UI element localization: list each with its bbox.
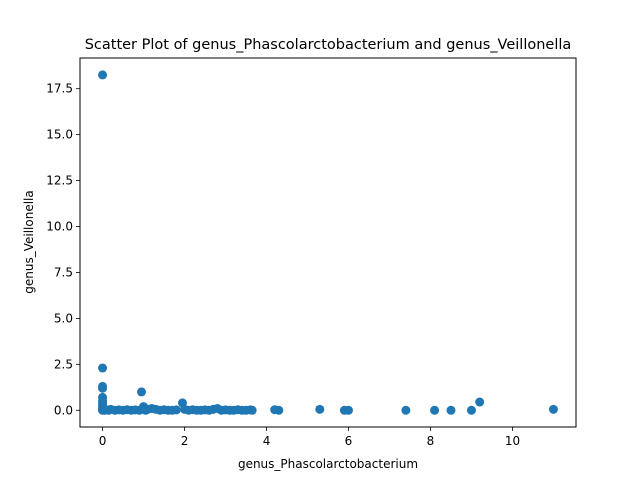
x-tick-label: 8 xyxy=(427,434,435,448)
x-tick-label: 10 xyxy=(505,434,520,448)
x-tick-label: 6 xyxy=(345,434,353,448)
data-point xyxy=(344,405,353,415)
data-point xyxy=(171,405,181,415)
data-point xyxy=(98,383,108,393)
data-point xyxy=(315,404,325,414)
plot-frame xyxy=(79,57,577,428)
y-tick-label: 10.0 xyxy=(46,220,73,234)
y-tick-label: 17.5 xyxy=(46,82,73,96)
data-point xyxy=(475,397,485,407)
x-tick-label: 2 xyxy=(181,434,189,448)
y-tick-label: 5.0 xyxy=(54,311,73,325)
data-point xyxy=(98,363,108,373)
data-point xyxy=(98,70,108,80)
x-axis: 0 2 4 6 8 10 xyxy=(99,427,520,448)
data-point xyxy=(446,405,456,415)
chart-title: Scatter Plot of genus_Phascolarctobacter… xyxy=(85,37,572,53)
data-point xyxy=(136,387,146,397)
y-tick-label: 7.5 xyxy=(54,265,73,279)
x-axis-label: genus_Phascolarctobacterium xyxy=(238,457,418,471)
data-point xyxy=(274,405,284,415)
x-tick-label: 4 xyxy=(263,434,271,448)
data-point xyxy=(247,405,257,415)
data-point xyxy=(466,405,476,415)
y-tick-label: 2.5 xyxy=(54,357,73,371)
y-tick-label: 12.5 xyxy=(46,174,73,188)
y-axis-label: genus_Veillonella xyxy=(22,190,36,293)
y-axis: 0.0 2.5 5.0 7.5 10.0 12.5 15.0 17.5 xyxy=(46,82,80,417)
y-tick-label: 0.0 xyxy=(54,403,73,417)
y-tick-label: 15.0 xyxy=(46,128,73,142)
data-point xyxy=(430,405,440,415)
x-tick-label: 0 xyxy=(99,434,107,448)
plot-markers xyxy=(98,70,558,415)
data-point xyxy=(548,404,558,414)
data-point xyxy=(401,405,411,415)
